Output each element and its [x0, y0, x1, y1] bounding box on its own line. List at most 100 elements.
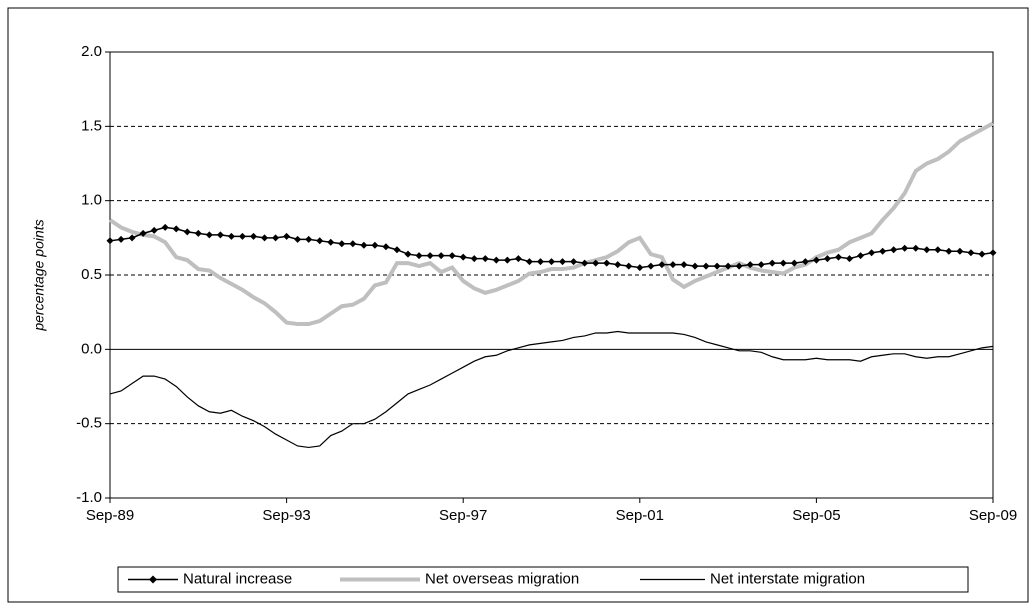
y-tick-label: 1.5	[81, 117, 102, 134]
point-marker	[161, 223, 169, 231]
x-tick-label: Sep-89	[86, 507, 134, 524]
point-marker	[636, 264, 644, 272]
point-marker	[492, 256, 500, 264]
point-marker	[338, 240, 346, 248]
legend-label: Natural increase	[183, 570, 292, 587]
y-tick-label: -0.5	[76, 415, 102, 432]
point-marker	[779, 259, 787, 267]
point-marker	[128, 234, 136, 242]
y-tick-label: 0.0	[81, 340, 102, 357]
point-marker	[691, 262, 699, 270]
y-tick-label: 0.5	[81, 266, 102, 283]
point-marker	[404, 250, 412, 258]
series-line	[109, 330, 994, 449]
point-marker	[592, 259, 600, 267]
legend-label: Net overseas migration	[425, 570, 579, 587]
point-marker	[426, 252, 434, 260]
point-marker	[834, 253, 842, 261]
point-marker	[658, 261, 666, 269]
point-marker	[735, 262, 743, 270]
point-marker	[272, 234, 280, 242]
point-marker	[768, 259, 776, 267]
legend-box	[117, 566, 969, 593]
point-marker	[614, 261, 622, 269]
point-marker	[912, 244, 920, 252]
point-marker	[106, 237, 114, 245]
point-marker	[967, 249, 975, 257]
point-marker	[327, 238, 335, 246]
y-tick-label: 1.0	[81, 192, 102, 209]
point-marker	[890, 246, 898, 254]
x-tick-label: Sep-97	[439, 507, 487, 524]
point-marker	[790, 259, 798, 267]
point-marker	[989, 249, 997, 257]
point-marker	[448, 252, 456, 260]
point-marker	[559, 258, 567, 266]
chart-frame	[7, 7, 1029, 603]
point-marker	[194, 229, 202, 237]
x-tick-label: Sep-05	[792, 507, 840, 524]
point-marker	[846, 255, 854, 263]
y-tick-label: -1.0	[76, 489, 102, 506]
point-marker	[823, 255, 831, 263]
point-marker	[581, 259, 589, 267]
point-marker	[183, 228, 191, 236]
point-marker	[382, 243, 390, 251]
point-marker	[945, 247, 953, 255]
point-marker	[901, 244, 909, 252]
point-marker	[548, 258, 555, 266]
point-marker	[371, 241, 379, 249]
point-marker	[360, 241, 368, 249]
point-marker	[261, 234, 269, 242]
point-marker	[139, 229, 147, 237]
x-tick-label: Sep-01	[616, 507, 664, 524]
point-marker	[150, 226, 158, 234]
point-marker	[117, 235, 125, 243]
point-marker	[702, 262, 710, 270]
plot-frame	[109, 51, 994, 499]
point-marker	[713, 262, 721, 270]
point-marker	[746, 261, 754, 269]
series-line	[108, 121, 994, 327]
point-marker	[812, 256, 820, 264]
point-marker	[978, 250, 986, 258]
point-marker	[459, 253, 467, 261]
point-marker	[227, 232, 235, 240]
point-marker	[525, 258, 533, 266]
point-marker	[294, 235, 302, 243]
y-axis-label: percentage points	[31, 219, 47, 331]
point-marker	[923, 246, 931, 254]
point-marker	[757, 261, 765, 269]
point-marker	[857, 252, 865, 260]
point-marker	[503, 256, 511, 264]
point-marker	[956, 247, 964, 255]
point-marker	[625, 262, 633, 270]
x-tick-label: Sep-93	[262, 507, 310, 524]
point-marker	[514, 255, 522, 263]
point-marker	[249, 232, 257, 240]
point-marker	[680, 261, 688, 269]
point-marker	[647, 262, 655, 270]
point-marker	[481, 255, 489, 263]
point-marker	[868, 249, 876, 257]
point-marker	[205, 231, 213, 239]
point-marker	[934, 246, 942, 254]
point-marker	[216, 231, 224, 239]
legend-label: Net interstate migration	[710, 570, 865, 587]
point-marker	[393, 246, 401, 254]
point-marker	[879, 247, 887, 255]
point-marker	[669, 261, 677, 269]
point-marker	[470, 255, 478, 263]
point-marker	[801, 258, 809, 266]
point-marker	[724, 262, 732, 270]
point-marker	[349, 240, 357, 248]
point-marker	[603, 259, 611, 267]
x-tick-label: Sep-09	[969, 507, 1017, 524]
point-marker	[283, 232, 291, 240]
point-marker	[415, 252, 423, 260]
point-marker	[437, 252, 445, 260]
point-marker	[570, 258, 578, 266]
point-marker	[536, 258, 544, 266]
point-marker	[305, 235, 313, 243]
